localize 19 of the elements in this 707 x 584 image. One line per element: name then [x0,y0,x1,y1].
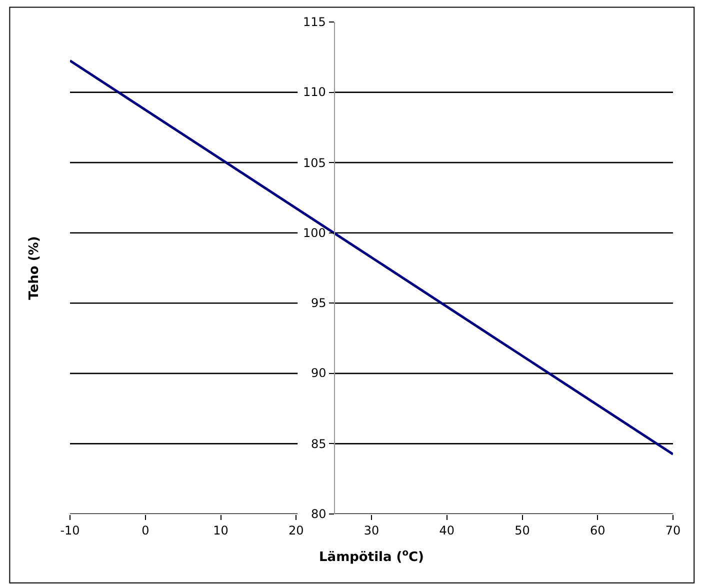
y-tick-label: 115 [303,15,326,29]
y-tick-label: 95 [311,296,326,310]
x-tick-label: 50 [514,523,530,538]
y-tick-label: 90 [311,366,326,380]
x-tick-label: 60 [590,523,606,538]
x-axis-title: Lämpötila ($^{o}$C) [319,548,424,565]
x-tick-label: 20 [288,523,304,538]
y-tick-label: 100 [303,226,326,240]
y-tick-label: 85 [311,437,326,451]
x-tick-label: 40 [439,523,455,538]
y-tick-label: 110 [303,85,326,99]
x-tick-label: 10 [213,523,228,538]
y-tick-label: 105 [303,156,326,170]
y-axis-title: Teho (%) [26,236,42,300]
y-tick-label: 80 [311,507,326,521]
x-tick-label: 70 [665,523,681,538]
x-tick-label: 30 [364,523,380,538]
x-tick-label: -10 [60,523,80,538]
x-tick-label: 0 [142,523,150,538]
